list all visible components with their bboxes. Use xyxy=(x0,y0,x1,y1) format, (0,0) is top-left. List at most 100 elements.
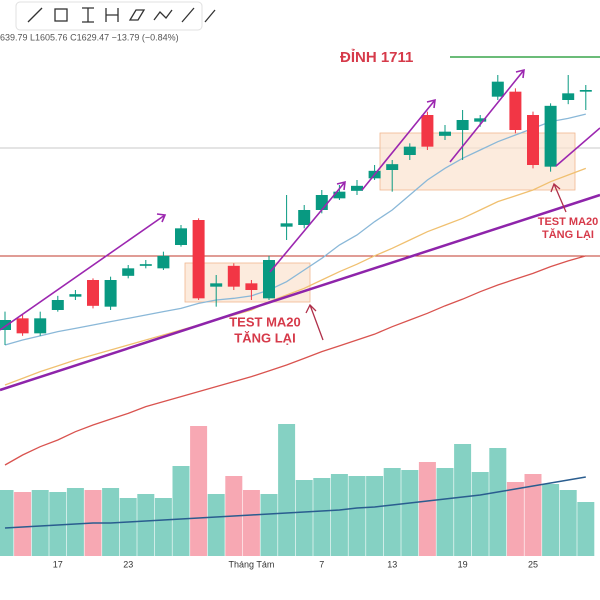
volume-bar xyxy=(471,472,489,560)
volume-bar xyxy=(207,494,225,560)
tool-rect[interactable] xyxy=(54,8,68,22)
candle-body xyxy=(562,93,575,100)
annotation: ĐỈNH 1711 xyxy=(340,49,413,66)
volume-bar xyxy=(559,490,577,560)
volume-bar xyxy=(0,490,14,560)
zone-box xyxy=(379,132,576,191)
arrow xyxy=(361,98,436,191)
x-tick-label: 25 xyxy=(528,559,538,569)
toolbar xyxy=(15,1,216,31)
candle-body xyxy=(333,191,346,199)
annotation: TEST MA20 xyxy=(229,314,301,329)
candle-body xyxy=(16,318,29,334)
tool-brush[interactable] xyxy=(204,9,216,23)
candle-body xyxy=(122,268,135,276)
candle-body xyxy=(227,265,240,287)
volume-bar xyxy=(436,468,454,560)
tool-path[interactable] xyxy=(153,9,173,21)
time-axis xyxy=(0,556,600,600)
tool-parallel[interactable] xyxy=(128,9,146,21)
volume-bar xyxy=(260,494,278,560)
annotation: TĂNG LẠI xyxy=(234,330,295,345)
volume-ma-line xyxy=(4,476,586,529)
candle-body xyxy=(210,283,223,287)
volume-bar xyxy=(418,462,436,560)
pointer xyxy=(305,303,324,341)
ma-line xyxy=(4,255,586,466)
x-tick-label: Tháng Tám xyxy=(228,559,274,569)
annotation: TEST MA20 xyxy=(538,216,599,228)
ma-layer xyxy=(4,113,587,466)
candle-body xyxy=(491,81,504,97)
volume-bar xyxy=(137,494,155,560)
volume-bar xyxy=(84,490,102,560)
volume-bar xyxy=(190,426,208,560)
candle-body xyxy=(34,318,47,334)
ma-line xyxy=(4,113,586,346)
arrow xyxy=(269,180,346,273)
volume-bar xyxy=(31,490,49,560)
volume-bar xyxy=(542,484,560,560)
candle-body xyxy=(245,283,258,290)
candle-body xyxy=(298,210,311,225)
volume-bar xyxy=(242,490,260,560)
pointer xyxy=(550,182,567,213)
candle-body xyxy=(0,320,11,330)
support-line xyxy=(0,193,600,392)
candle-body xyxy=(544,105,557,167)
volume-bar xyxy=(278,424,296,560)
volume-bar xyxy=(295,480,313,560)
toolbar-panel xyxy=(15,1,203,31)
candle-body xyxy=(51,300,64,310)
candle-body xyxy=(263,260,275,299)
candle-body xyxy=(175,228,187,245)
volume-bar xyxy=(401,470,419,560)
candle-body xyxy=(474,118,487,122)
volume-bar xyxy=(119,498,137,560)
volume-bar xyxy=(524,474,542,560)
candle-body xyxy=(157,255,170,269)
arrow xyxy=(0,213,167,331)
tool-line[interactable] xyxy=(27,7,43,23)
trend-arrows xyxy=(0,68,600,331)
candle-body xyxy=(351,185,363,191)
trend-lines xyxy=(0,193,600,392)
volume-bar xyxy=(225,476,243,560)
candle-body xyxy=(439,131,451,136)
x-tick-label: 19 xyxy=(458,559,468,569)
volume-bar xyxy=(506,482,524,560)
candle-body xyxy=(87,280,99,306)
volume-bar xyxy=(383,468,401,560)
candle-body xyxy=(403,146,416,155)
ma-line xyxy=(4,167,587,386)
pointer-arrows xyxy=(305,182,567,341)
x-tick-label: 7 xyxy=(319,559,324,569)
candle-body xyxy=(456,120,469,130)
candle-body xyxy=(579,90,592,92)
volume-layer xyxy=(0,424,595,560)
arrow xyxy=(449,68,525,163)
ohlc-legend: 639.79 L1605.76 C1629.47 −13.79 (−0.84%) xyxy=(0,32,179,42)
x-tick-label: 23 xyxy=(123,559,133,569)
candle-body xyxy=(280,223,293,227)
candle-body xyxy=(69,294,82,297)
volume-bar xyxy=(154,498,172,560)
tool-measure[interactable] xyxy=(105,8,119,22)
candle-body xyxy=(509,91,522,130)
candle-body xyxy=(421,115,434,147)
candle-body xyxy=(315,195,328,210)
volume-bar xyxy=(577,502,595,560)
volume-bar xyxy=(348,476,366,560)
volume-bar xyxy=(454,444,472,560)
volume-bar xyxy=(366,476,384,560)
x-tick-label: 13 xyxy=(387,559,397,569)
tool-arrow[interactable] xyxy=(181,7,195,23)
volume-bar xyxy=(102,488,120,560)
volume-bar xyxy=(49,492,67,560)
annotation: TĂNG LẠI xyxy=(542,228,594,241)
arrow xyxy=(555,127,600,167)
volume-bar xyxy=(313,478,331,560)
x-tick-label: 17 xyxy=(53,559,63,569)
tool-text[interactable] xyxy=(82,7,94,23)
